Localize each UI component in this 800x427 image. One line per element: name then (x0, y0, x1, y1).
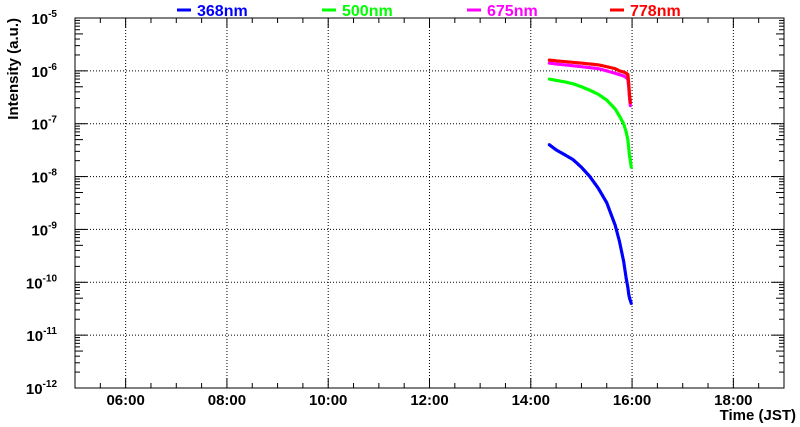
x-tick-label: 06:00 (106, 392, 144, 409)
legend-label: 778nm (630, 3, 681, 20)
data-point (628, 104, 632, 108)
y-tick-label: 10-7 (31, 115, 57, 134)
y-axis-title: Intensity (a.u.) (5, 18, 22, 120)
x-tick-label: 14:00 (512, 392, 550, 409)
y-tick-label: 10-5 (31, 9, 57, 28)
series-368nm (547, 143, 633, 305)
legend-label: 368nm (197, 3, 248, 20)
data-points (547, 58, 633, 305)
x-tick-label: 10:00 (309, 392, 347, 409)
x-tick-label: 08:00 (208, 392, 246, 409)
series-778nm (547, 58, 632, 105)
grid (75, 18, 784, 388)
x-tick-label: 12:00 (410, 392, 448, 409)
x-tick-label: 16:00 (613, 392, 651, 409)
axis-ticks: 06:00 08:00 10:00 12:00 14:00 16:00 18:00 10-12… (26, 9, 785, 409)
y-tick-label: 10-9 (31, 220, 57, 239)
x-axis-title: Time (JST) (720, 407, 796, 424)
y-tick-label: 10-6 (31, 62, 57, 81)
data-point (629, 165, 633, 169)
legend: 368nm 500nm 675nm 778nm (177, 3, 681, 20)
y-tick-label: 10-11 (26, 326, 57, 345)
series-500nm (547, 77, 633, 169)
y-tick-label: 10-10 (26, 273, 58, 292)
y-tick-label: 10-12 (26, 379, 58, 398)
legend-label: 500nm (342, 3, 393, 20)
x-tick-label: 18:00 (714, 392, 752, 409)
legend-label: 675nm (487, 3, 538, 20)
y-tick-label: 10-8 (31, 168, 57, 187)
data-point (628, 101, 632, 105)
data-point (629, 301, 633, 305)
